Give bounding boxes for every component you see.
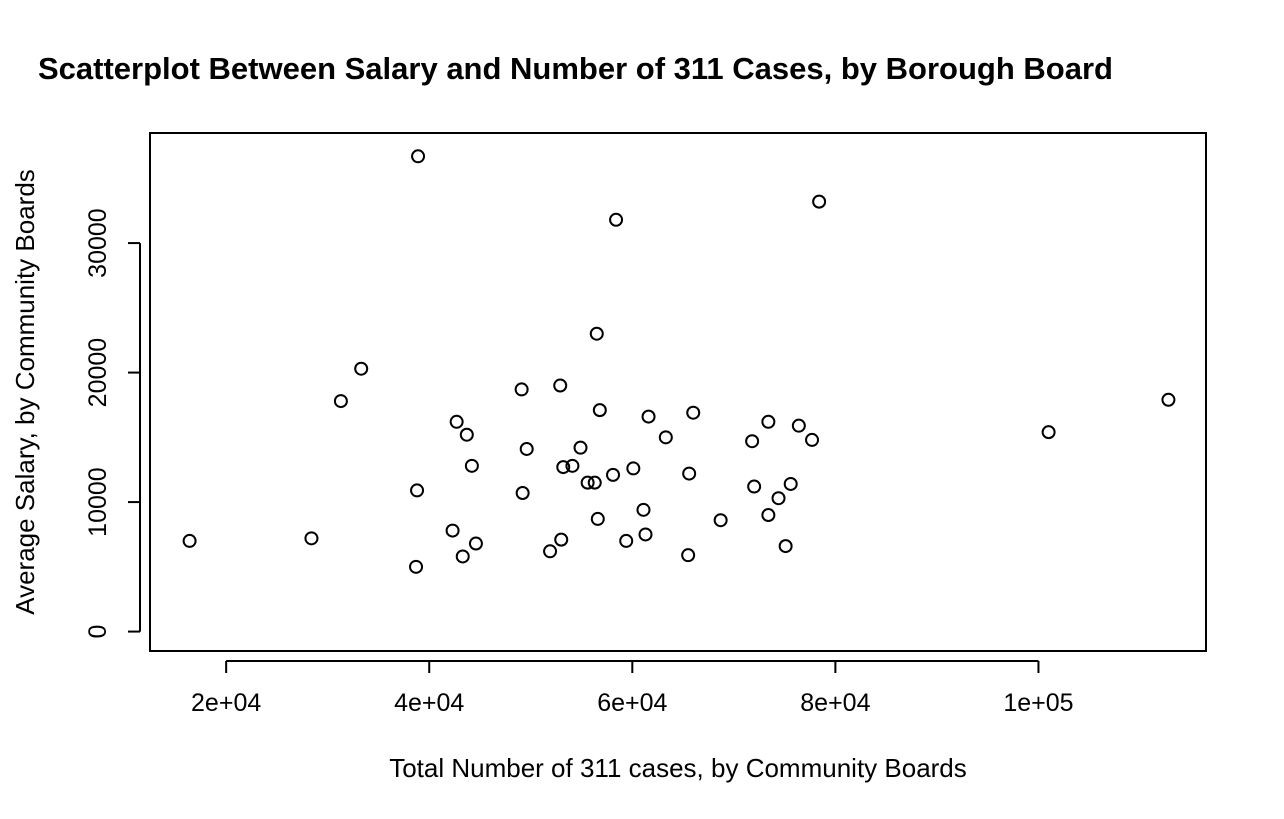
- data-point: [658, 430, 673, 445]
- data-point: [590, 511, 605, 526]
- data-point: [354, 361, 369, 376]
- data-point: [713, 513, 728, 528]
- y-tick-label: 30000: [84, 208, 112, 278]
- y-axis: 0 10000 20000 30000: [84, 208, 141, 639]
- data-point: [761, 414, 776, 429]
- data-point: [1041, 425, 1056, 440]
- data-point: [556, 460, 571, 475]
- data-point: [464, 458, 479, 473]
- data-point: [771, 491, 786, 506]
- data-point: [304, 531, 319, 546]
- x-tick-label: 2e+04: [191, 689, 261, 717]
- data-point: [761, 508, 776, 523]
- y-axis-label: Average Salary, by Community Boards: [10, 169, 40, 615]
- y-tick-label: 10000: [84, 467, 112, 537]
- data-point: [553, 378, 568, 393]
- data-point: [1161, 392, 1176, 407]
- data-point: [638, 527, 653, 542]
- data-point: [791, 418, 806, 433]
- data-point: [580, 475, 595, 490]
- data-point: [411, 149, 426, 164]
- data-point: [445, 523, 460, 538]
- data-point: [636, 502, 651, 517]
- data-point: [778, 539, 793, 554]
- data-point: [747, 479, 762, 494]
- chart-title: Scatterplot Between Salary and Number of…: [38, 51, 1113, 86]
- data-point: [619, 533, 634, 548]
- x-tick-label: 4e+04: [394, 689, 464, 717]
- data-point: [681, 548, 696, 563]
- data-point: [606, 467, 621, 482]
- data-point: [592, 403, 607, 418]
- y-tick-label: 20000: [84, 338, 112, 408]
- data-point: [543, 544, 558, 559]
- data-point: [554, 532, 569, 547]
- data-point: [565, 458, 580, 473]
- x-tick-label: 8e+04: [800, 689, 870, 717]
- x-axis: 2e+04 4e+04 6e+04 8e+04 1e+05: [191, 660, 1074, 717]
- data-point: [182, 533, 197, 548]
- data-point: [783, 476, 798, 491]
- data-point: [812, 194, 827, 209]
- data-point: [409, 559, 424, 574]
- data-point: [686, 405, 701, 420]
- x-axis-label: Total Number of 311 cases, by Community …: [389, 753, 967, 783]
- data-point: [515, 486, 530, 501]
- data-point: [682, 466, 697, 481]
- y-tick-label: 0: [84, 625, 112, 639]
- data-point: [514, 382, 529, 397]
- x-tick-label: 6e+04: [597, 689, 667, 717]
- data-point: [609, 212, 624, 227]
- data-point: [468, 536, 483, 551]
- data-point: [641, 409, 656, 424]
- data-point: [745, 434, 760, 449]
- data-point: [455, 549, 470, 564]
- data-point: [626, 461, 641, 476]
- data-point: [589, 326, 604, 341]
- data-point: [449, 414, 464, 429]
- data-point: [410, 483, 425, 498]
- data-point: [333, 394, 348, 409]
- data-point: [459, 427, 474, 442]
- data-point: [519, 441, 534, 456]
- data-point: [573, 440, 588, 455]
- x-tick-label: 1e+05: [1003, 689, 1073, 717]
- plot-frame: [149, 132, 1207, 652]
- data-points: [182, 149, 1176, 574]
- data-point: [805, 432, 820, 447]
- data-point: [587, 475, 602, 490]
